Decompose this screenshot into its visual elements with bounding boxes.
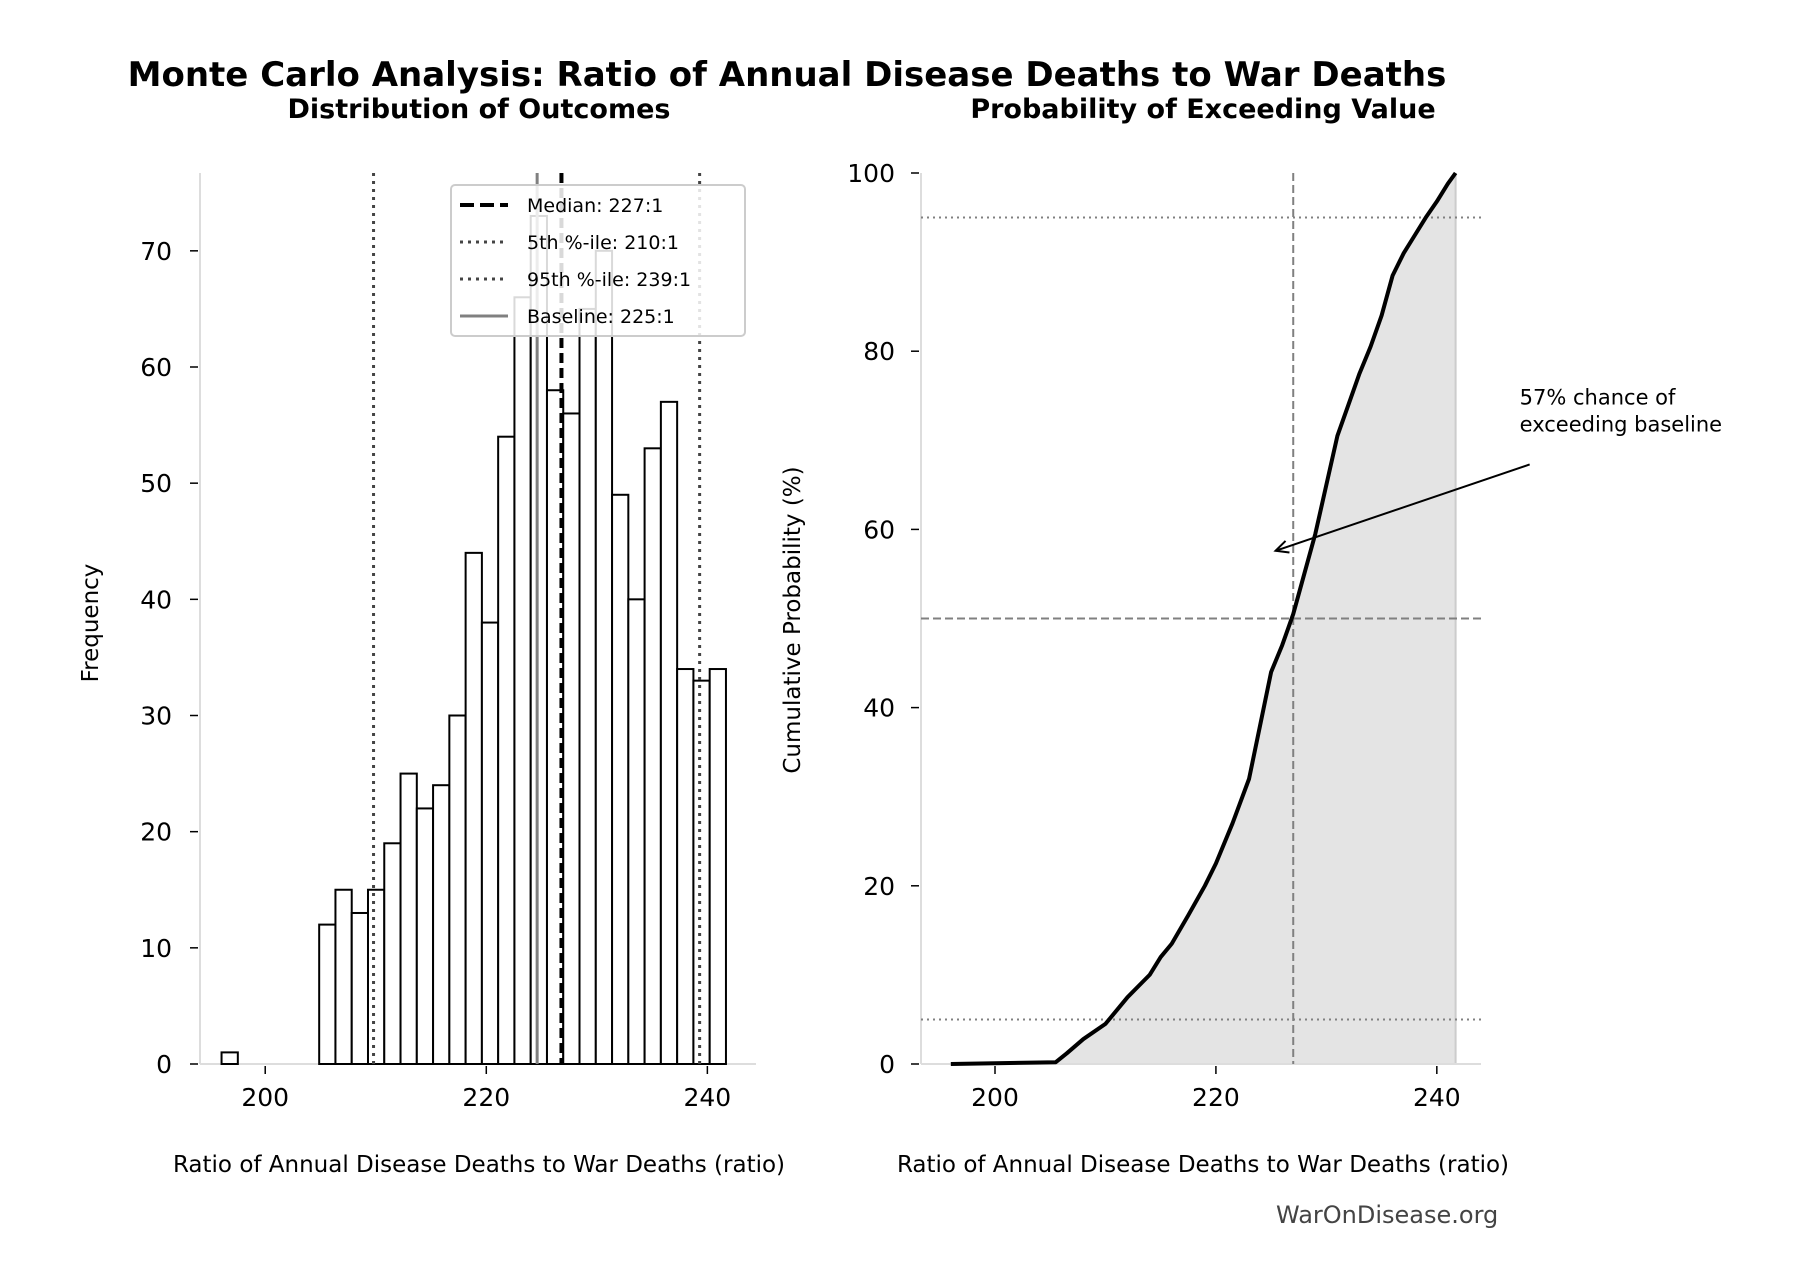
y-tick-label: 10 xyxy=(140,934,172,963)
legend-label: 5th %-ile: 210:1 xyxy=(527,232,679,254)
cdf-panel: 0 20 40 60 80 100 200 220 240 57% chance of exceed… xyxy=(847,159,1722,1112)
annotation-text: exceeding baseline xyxy=(1520,412,1722,436)
y-tick-label: 0 xyxy=(879,1050,895,1079)
y-tick-label: 20 xyxy=(863,872,895,901)
histogram-ylabel: Frequency xyxy=(78,564,104,683)
histogram-bar xyxy=(480,621,500,1066)
histogram-bar xyxy=(513,296,532,1065)
histogram-title: Distribution of Outcomes xyxy=(288,94,671,125)
legend-label: Baseline: 225:1 xyxy=(527,306,675,328)
y-tick-label: 30 xyxy=(140,701,172,730)
y-tick-label: 80 xyxy=(863,337,895,366)
histogram-bar xyxy=(497,435,516,1065)
histogram-bar xyxy=(692,679,711,1065)
histogram-bar xyxy=(659,400,679,1065)
x-tick-label: 200 xyxy=(241,1083,289,1112)
legend-label: 95th %-ile: 239:1 xyxy=(527,269,691,291)
histogram-bar xyxy=(708,668,727,1065)
y-tick-label: 40 xyxy=(140,585,172,614)
histogram-bar xyxy=(529,214,548,1065)
cdf-xlabel: Ratio of Annual Disease Deaths to War De… xyxy=(897,1152,1509,1178)
histogram-bar xyxy=(464,551,483,1065)
y-tick-label: 100 xyxy=(847,159,895,188)
y-tick-label: 70 xyxy=(140,237,172,266)
watermark: WarOnDisease.org xyxy=(1276,1201,1498,1229)
histogram-bar xyxy=(366,888,386,1066)
histogram-bar xyxy=(627,598,646,1065)
histogram-bar xyxy=(383,842,402,1065)
annotation-arrow xyxy=(1275,463,1530,552)
y-tick-label: 50 xyxy=(140,469,172,498)
histogram-bar xyxy=(578,307,597,1065)
cdf-fill xyxy=(950,173,1456,1064)
histogram-bar xyxy=(562,412,581,1065)
legend-label: Median: 227:1 xyxy=(527,195,663,217)
histogram-bar xyxy=(350,911,369,1065)
annotation-arrowhead xyxy=(1273,540,1290,554)
histogram-bar xyxy=(643,447,662,1066)
x-tick-label: 240 xyxy=(684,1083,732,1112)
histogram-xlabel: Ratio of Annual Disease Deaths to War De… xyxy=(173,1152,785,1178)
histogram-bar xyxy=(399,772,418,1065)
x-tick-label: 200 xyxy=(971,1083,1019,1112)
y-tick-label: 0 xyxy=(156,1050,172,1079)
y-tick-label: 60 xyxy=(140,353,172,382)
annotation-text: 57% chance of xyxy=(1520,385,1676,409)
x-tick-label: 220 xyxy=(1192,1083,1240,1112)
histogram-bar xyxy=(448,714,467,1065)
y-tick-label: 40 xyxy=(863,694,895,723)
histogram-bar xyxy=(611,493,630,1065)
histogram-bar xyxy=(594,249,614,1066)
legend: Median: 227:1 5th %-ile: 210:1 95th %-ile:… xyxy=(450,184,746,337)
cdf-ylabel: Cumulative Probability (%) xyxy=(780,466,806,773)
figure-title: Monte Carlo Analysis: Ratio of Annual Di… xyxy=(128,55,1447,95)
histogram-bar xyxy=(220,1051,239,1065)
histogram-bar xyxy=(415,807,435,1065)
histogram-bar xyxy=(432,784,451,1065)
legend-box xyxy=(450,184,746,337)
histogram-panel: 0 10 20 30 40 50 60 70 200 220 240 Median: 227:1 5th… xyxy=(140,173,756,1112)
cdf-title: Probability of Exceeding Value xyxy=(970,94,1435,125)
histogram-bar xyxy=(318,923,337,1065)
x-tick-label: 240 xyxy=(1413,1083,1461,1112)
histogram-bar xyxy=(676,668,695,1065)
x-tick-label: 220 xyxy=(462,1083,510,1112)
histogram-bar xyxy=(334,888,353,1066)
y-tick-label: 20 xyxy=(140,818,172,847)
cdf-line xyxy=(950,171,1458,1066)
y-tick-label: 60 xyxy=(863,515,895,544)
